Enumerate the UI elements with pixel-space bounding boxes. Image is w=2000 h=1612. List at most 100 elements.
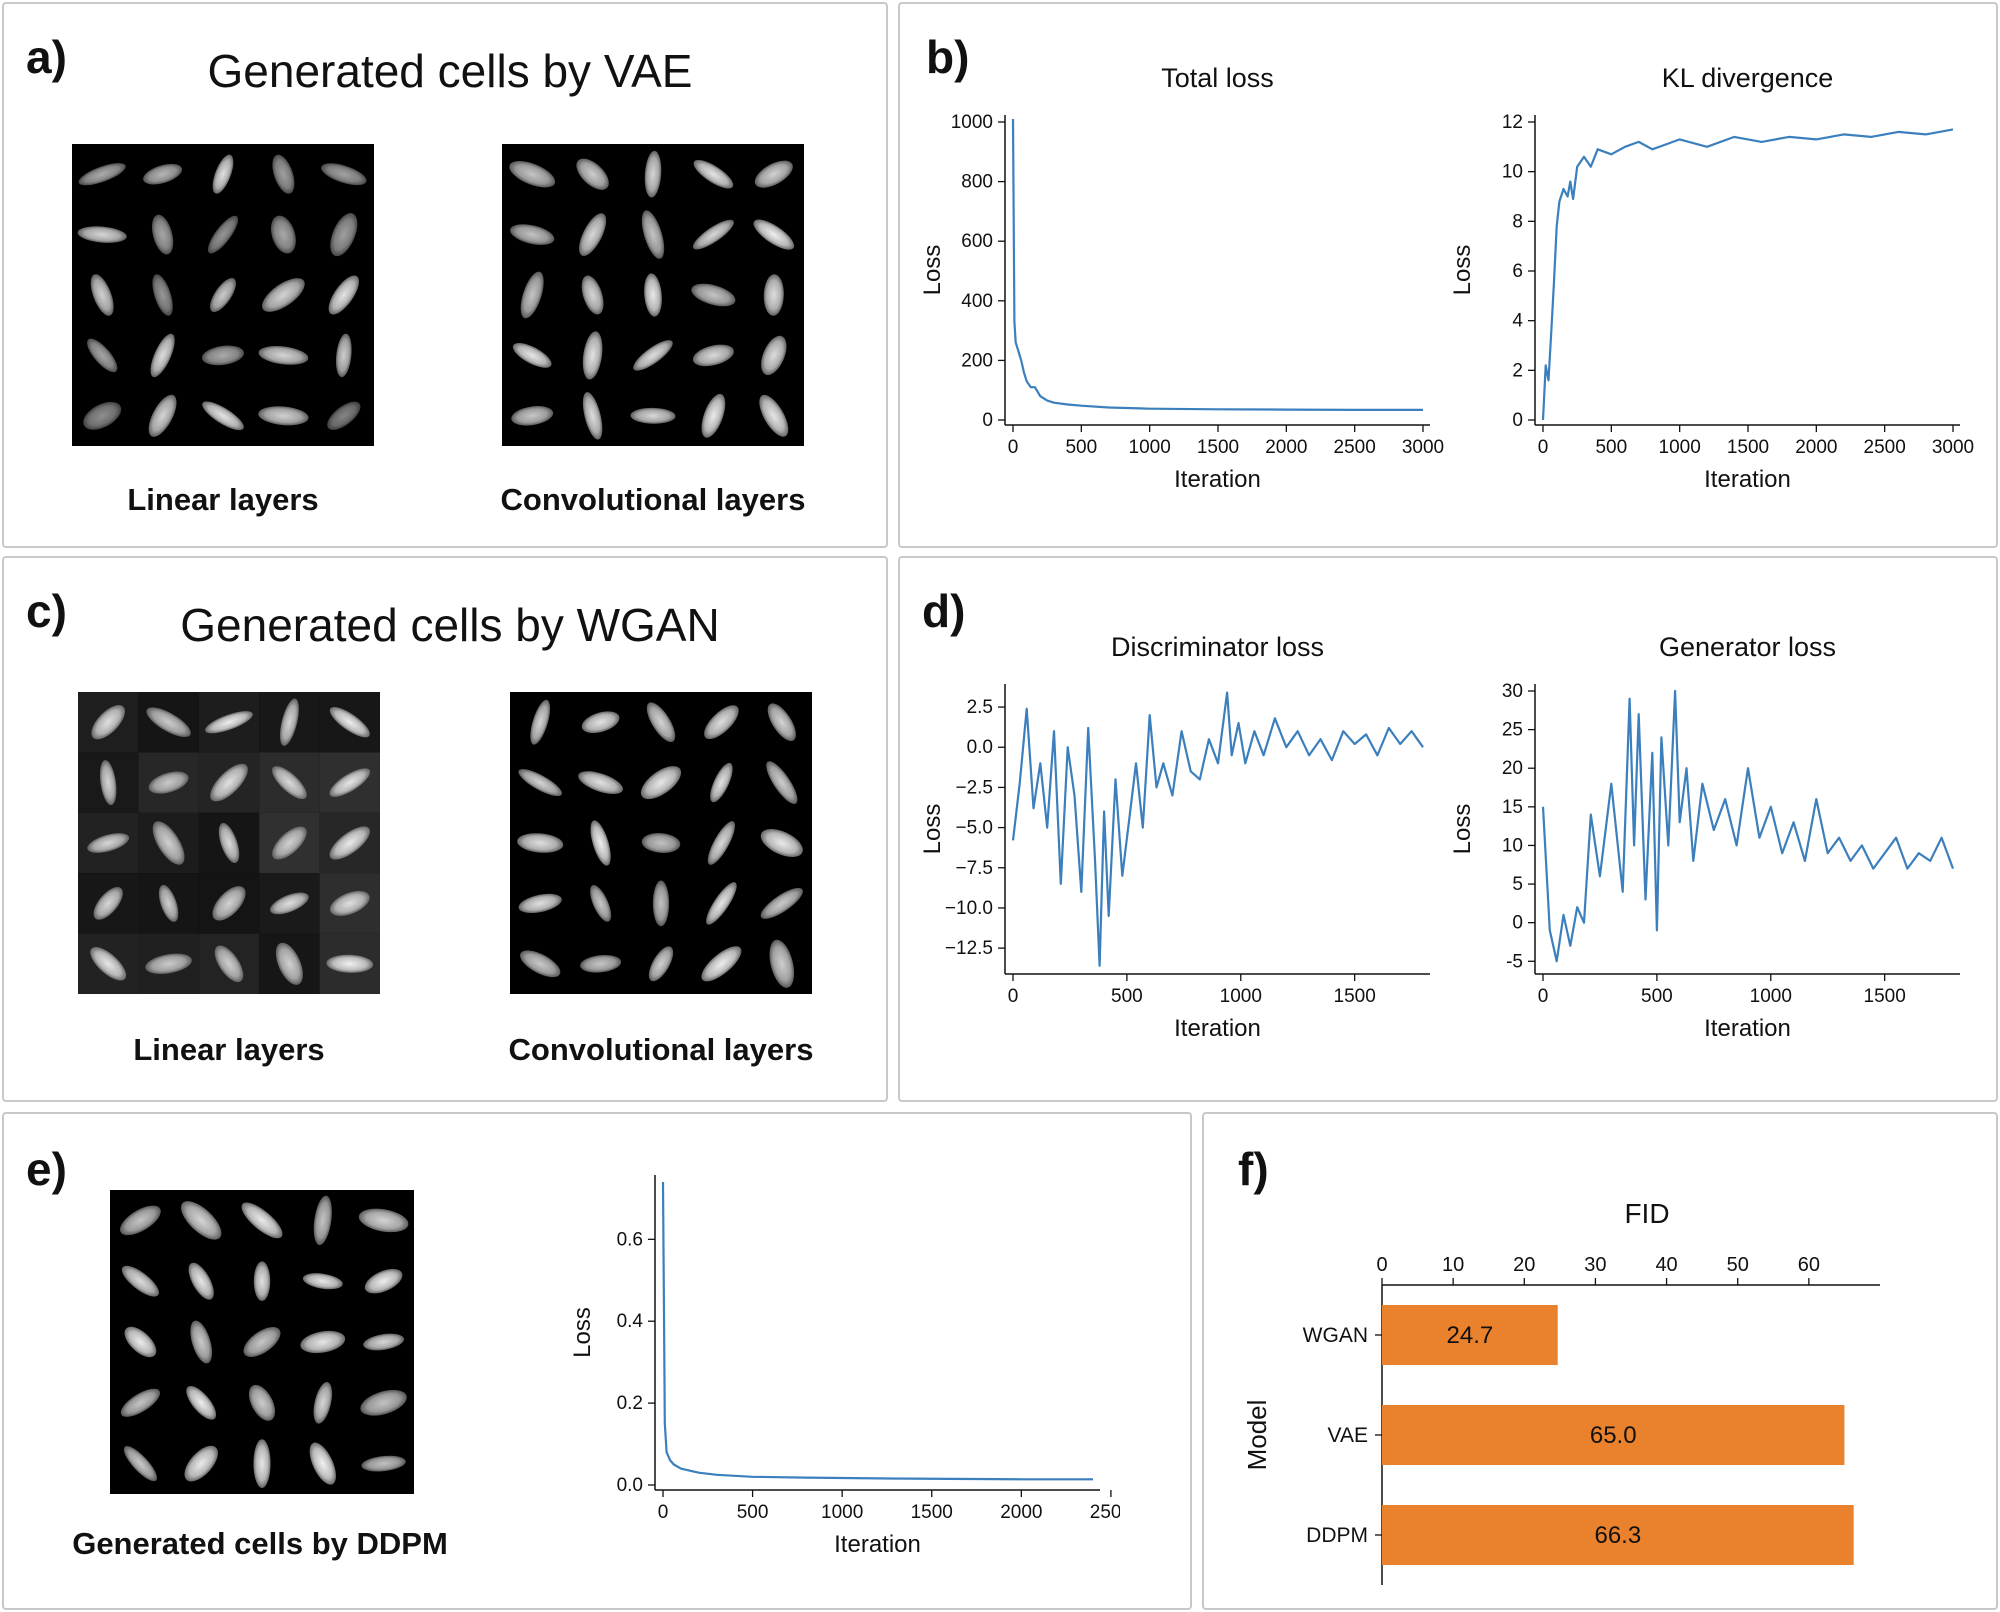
generated-cell [99, 760, 117, 806]
generated-cell [518, 893, 562, 913]
generated-cell [759, 394, 789, 437]
generated-cell [707, 821, 735, 865]
vae-conv-image [502, 144, 804, 446]
y-tick-label: 0.6 [617, 1229, 643, 1250]
wgan-linear-image [78, 692, 380, 994]
y-axis-label: Loss [919, 804, 946, 855]
y-tick-label: 12 [1502, 112, 1523, 133]
y-tick-label: 4 [1512, 311, 1523, 332]
generated-cell [214, 945, 244, 983]
series-line [661, 1181, 1093, 1481]
generated-cell [520, 950, 561, 978]
panel-d [898, 556, 1998, 1102]
generated-cell [83, 401, 122, 430]
generated-cell [202, 401, 244, 431]
bar-ddpm [1382, 1505, 1854, 1565]
wgan-conv-caption: Convolutional layers [508, 1032, 814, 1067]
generated-cell [212, 886, 246, 921]
generated-cell [152, 821, 185, 865]
generated-cell [769, 939, 795, 988]
x-tick-label: 1500 [911, 1502, 953, 1523]
y-axis-label: Loss [569, 1307, 596, 1358]
x-tick-label: 500 [1111, 986, 1143, 1007]
fid-bar-chart: FID 0 10 20 30 40 50 60 WGAN 24.7 VAE 65.0 DDPM 66.3 M… [1230, 1185, 1980, 1595]
x-tick-label: 2000 [1000, 1502, 1042, 1523]
generated-cell [693, 159, 734, 189]
y-tick-label: −5.0 [955, 818, 993, 839]
generated-cell [205, 711, 253, 734]
generated-cell [271, 766, 307, 800]
y-tick-label: 2.5 [967, 697, 993, 718]
generated-cell [210, 763, 248, 802]
generated-cell [77, 226, 127, 243]
generated-cell [640, 766, 682, 800]
category-label: WGAN [1303, 1324, 1368, 1347]
generated-cell [188, 1262, 214, 1300]
generated-cell [78, 163, 126, 186]
generated-cell [272, 154, 295, 194]
y-tick-label: 200 [961, 350, 993, 371]
generated-cell [590, 820, 611, 866]
x-tick-label: 30 [1584, 1254, 1606, 1276]
generated-cell [321, 163, 367, 186]
category-label: VAE [1328, 1424, 1368, 1447]
panel-label-f: f) [1238, 1143, 1269, 1195]
generated-cell [201, 345, 245, 366]
chart-title: Discriminator loss [1111, 632, 1324, 662]
generated-cell [302, 1273, 343, 1290]
generated-cell [520, 271, 544, 319]
panel-label-c: c) [26, 585, 67, 637]
y-tick-label: 0.0 [617, 1475, 643, 1496]
generated-cell [329, 826, 371, 860]
ddpm-caption: Generated cells by DDPM [72, 1526, 448, 1561]
generated-cell [582, 392, 603, 440]
generated-cell [766, 761, 798, 804]
y-tick-label: 0 [982, 410, 993, 431]
generated-cell [327, 401, 361, 431]
series-line [1011, 118, 1423, 411]
generated-cell [509, 160, 556, 188]
generated-cell [518, 769, 562, 797]
chart-title: KL divergence [1662, 63, 1834, 93]
x-axis-label: Iteration [1704, 466, 1791, 493]
y-axis-label: Loss [919, 245, 946, 296]
generated-cell [329, 707, 370, 738]
generated-cell [143, 163, 183, 185]
generated-cell [181, 1201, 222, 1240]
generated-cell [511, 406, 554, 426]
generated-cell [767, 703, 796, 742]
x-tick-label: 0 [1008, 986, 1019, 1007]
vae-conv-caption: Convolutional layers [500, 482, 806, 517]
generated-cell [248, 1384, 276, 1421]
generated-cell [272, 826, 307, 860]
generated-cell [90, 947, 127, 981]
total-loss-chart: Total loss 0 500 1000 1500 2000 2500 3000 0 200 40… [910, 55, 1450, 515]
panel-label-e: e) [26, 1143, 67, 1195]
generated-cell [210, 277, 236, 313]
generated-cell [212, 154, 234, 194]
x-tick-label: 2500 [1334, 437, 1376, 458]
generated-cell [710, 762, 733, 803]
generated-cell [148, 771, 189, 794]
x-tick-label: 2000 [1265, 437, 1307, 458]
y-tick-label: −7.5 [955, 858, 993, 879]
generated-cell [186, 1385, 217, 1420]
chart-title: Generator loss [1659, 632, 1836, 662]
bar-vae [1382, 1405, 1845, 1465]
generated-cell [590, 885, 612, 922]
generated-cell [578, 771, 623, 795]
generated-cell [704, 705, 739, 740]
generated-cell [579, 213, 607, 256]
generated-cell [530, 699, 551, 745]
generated-cell [241, 1202, 283, 1239]
vae-title: Generated cells by VAE [207, 45, 693, 97]
x-tick-label: 2500 [1090, 1502, 1120, 1523]
y-tick-label: 25 [1502, 720, 1523, 741]
generated-cell [335, 333, 352, 378]
generated-cell [361, 1455, 406, 1472]
y-tick-label: 800 [961, 172, 993, 193]
x-tick-label: 500 [1595, 437, 1627, 458]
bar-wgan [1382, 1305, 1558, 1365]
x-tick-label: 0 [1376, 1254, 1387, 1276]
series-line [1541, 128, 1954, 421]
